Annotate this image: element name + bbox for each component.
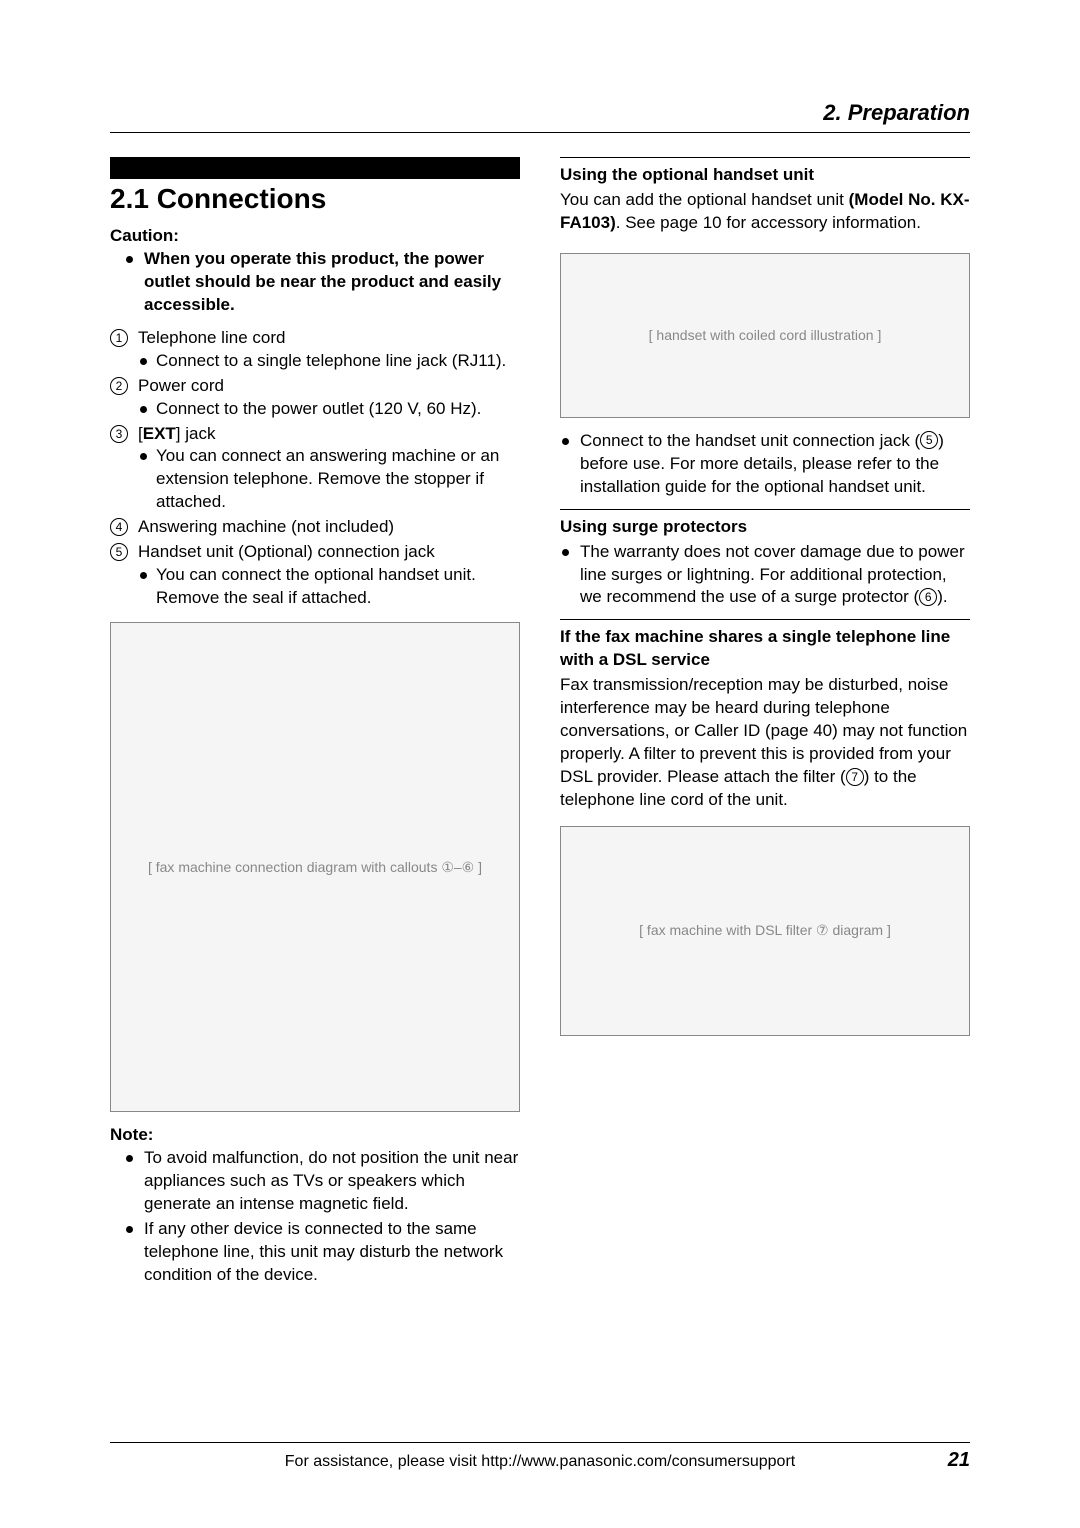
handset-bullet-list: Connect to the handset unit connection j… [560,430,970,499]
list-item: 1 Telephone line cord Connect to a singl… [110,327,520,373]
dsl-figure: [ fax machine with DSL filter ⑦ diagram … [560,826,970,1036]
surge-bullet-list: The warranty does not cover damage due t… [560,541,970,610]
figure-placeholder-text: [ handset with coiled cord illustration … [649,327,882,343]
right-column: Using the optional handset unit You can … [560,157,970,1289]
item-label: Telephone line cord [138,328,285,347]
chapter-header: 2. Preparation [110,100,970,133]
connection-list: 1 Telephone line cord Connect to a singl… [110,327,520,610]
subhead-handset: Using the optional handset unit [560,164,970,187]
divider [560,509,970,510]
list-item: 2 Power cord Connect to the power outlet… [110,375,520,421]
item-label: Handset unit (Optional) connection jack [138,542,435,561]
chapter-title: 2. Preparation [823,100,970,125]
dsl-paragraph: Fax transmission/reception may be distur… [560,674,970,812]
note-list: To avoid malfunction, do not position th… [110,1147,520,1287]
caution-list: When you operate this product, the power… [110,248,520,317]
num-circle-icon: 1 [110,329,128,347]
section-bar [110,157,520,179]
list-item: 3 [EXT] jack You can connect an answerin… [110,423,520,515]
num-circle-icon: 3 [110,425,128,443]
note-item: To avoid malfunction, do not position th… [144,1147,520,1216]
item-label: Power cord [138,376,224,395]
handset-bullet: Connect to the handset unit connection j… [580,430,970,499]
note-label: Note: [110,1124,520,1147]
item-sub: Connect to a single telephone line jack … [156,350,520,373]
main-figure: [ fax machine connection diagram with ca… [110,622,520,1112]
item-sub: Connect to the power outlet (120 V, 60 H… [156,398,520,421]
list-item: 5 Handset unit (Optional) connection jac… [110,541,520,610]
item-sub: You can connect an answering machine or … [156,445,520,514]
divider [560,157,970,158]
num-circle-icon: 5 [920,431,938,449]
item-label: Answering machine (not included) [138,517,394,536]
surge-bullet: The warranty does not cover damage due t… [580,541,970,610]
caution-item: When you operate this product, the power… [144,248,520,317]
item-label: [EXT] jack [138,424,215,443]
footer-assistance-text: For assistance, please visit http://www.… [150,1453,930,1471]
num-circle-icon: 2 [110,377,128,395]
two-column-layout: 2.1 Connections Caution: When you operat… [110,157,970,1289]
note-item: If any other device is connected to the … [144,1218,520,1287]
figure-placeholder-text: [ fax machine with DSL filter ⑦ diagram … [639,922,891,939]
handset-figure: [ handset with coiled cord illustration … [560,253,970,418]
num-circle-icon: 7 [846,768,864,786]
caution-label: Caution: [110,225,520,248]
num-circle-icon: 4 [110,518,128,536]
list-item: 4 Answering machine (not included) [110,516,520,539]
section-title: 2.1 Connections [110,183,520,215]
figure-placeholder-text: [ fax machine connection diagram with ca… [148,859,482,876]
num-circle-icon: 5 [110,543,128,561]
subhead-surge: Using surge protectors [560,516,970,539]
subhead-dsl: If the fax machine shares a single telep… [560,626,970,672]
item-sub: You can connect the optional handset uni… [156,564,520,610]
divider [560,619,970,620]
page-footer: For assistance, please visit http://www.… [110,1442,970,1472]
page-number: 21 [930,1449,970,1472]
handset-paragraph: You can add the optional handset unit (M… [560,189,970,235]
num-circle-icon: 6 [919,588,937,606]
left-column: 2.1 Connections Caution: When you operat… [110,157,520,1289]
